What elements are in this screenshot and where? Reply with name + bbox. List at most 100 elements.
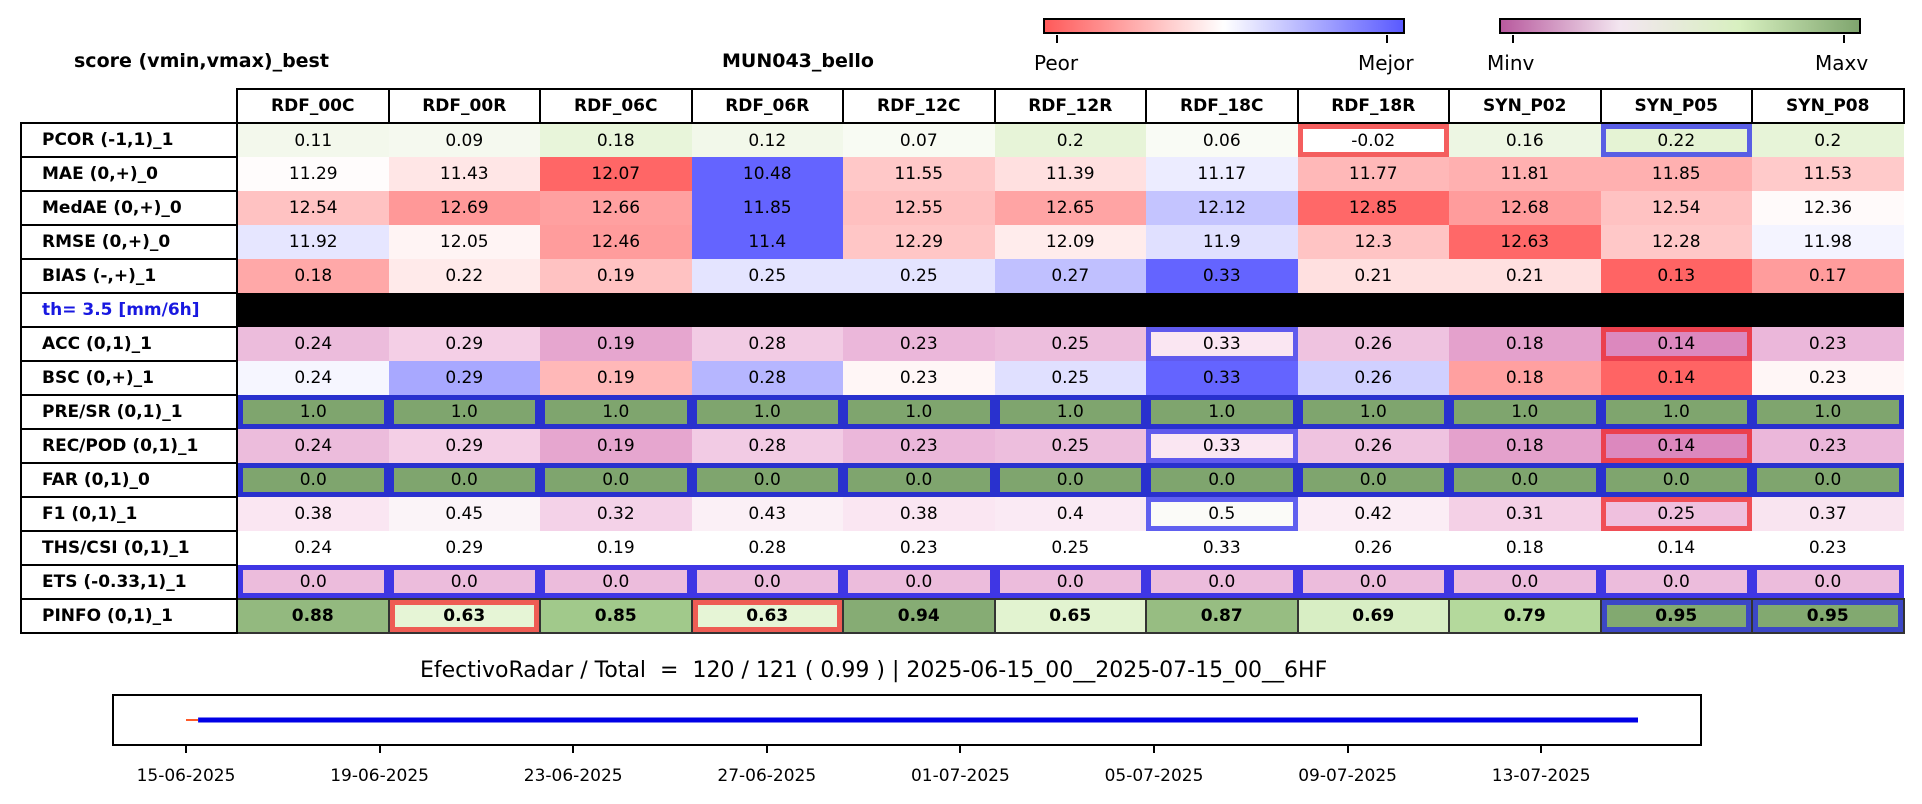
row-label: THS/CSI (0,1)_1: [20, 530, 238, 566]
separator-bar: [237, 293, 1904, 327]
cell-value: 0.2: [1056, 130, 1084, 151]
cell-value: 0.19: [596, 436, 635, 456]
heatmap-cell: 12.05: [388, 225, 540, 259]
metric-row: BIAS (-,+)_1 0.18 0.22 0.19 0.25 0.25 0.27 0.33…: [20, 258, 1904, 294]
cell-value: 0.25: [1051, 334, 1090, 354]
colorbar-tick: [1386, 35, 1388, 43]
corner-cell: [21, 89, 237, 123]
cell-value: 11.39: [1045, 164, 1095, 184]
cell-value: 0.5: [1208, 504, 1236, 524]
heatmap-cell: 0.87: [1145, 598, 1299, 634]
heatmap-cell: 0.0: [691, 565, 843, 599]
cell-value: 12.3: [1354, 232, 1393, 252]
cell-value: 0.0: [602, 470, 630, 490]
heatmap-cell: 0.4: [994, 497, 1146, 531]
heatmap-cell: 12.65: [994, 191, 1146, 225]
heatmap-cell: 0.5: [1146, 497, 1298, 531]
cell-value: 0.0: [602, 571, 630, 592]
heatmap-cell: 1.0: [540, 395, 692, 429]
column-header: SYN_P02: [1448, 88, 1602, 124]
heatmap-cell: 0.28: [691, 429, 843, 463]
heatmap-cell: 0.18: [1449, 429, 1601, 463]
cell-value: 11.17: [1197, 164, 1247, 184]
heatmap-cell: 0.0: [237, 463, 389, 497]
row-label: BIAS (-,+)_1: [20, 258, 238, 294]
cell-value: 0.0: [1208, 470, 1236, 490]
timeline-plot: [112, 694, 1702, 746]
cell-value: 0.0: [1662, 571, 1690, 592]
heatmap-cell: 12.54: [1600, 191, 1752, 225]
cell-value: 0.21: [1354, 266, 1393, 286]
cell-value: 0.25: [1051, 436, 1090, 456]
cell-value: 0.33: [1202, 266, 1241, 286]
cell-value: 12.29: [894, 232, 944, 252]
cell-value: 0.0: [1056, 470, 1084, 490]
heatmap-cell: 0.14: [1600, 327, 1752, 361]
cell-value: 0.22: [445, 266, 484, 286]
cell-value: 12.54: [288, 198, 338, 218]
cell-value: 0.0: [299, 571, 327, 592]
heatmap-cell: 12.36: [1752, 191, 1904, 225]
heatmap-cell: 0.43: [691, 497, 843, 531]
cell-value: 0.28: [748, 436, 787, 456]
cell-value: 11.81: [1500, 164, 1550, 184]
cell-value: 11.55: [894, 164, 944, 184]
cell-value: 0.13: [1657, 266, 1696, 286]
heatmap-cell: 0.0: [691, 463, 843, 497]
heatmap-cell: 1.0: [994, 395, 1146, 429]
heatmap-cell: 11.43: [388, 157, 540, 191]
heatmap-cell: 0.18: [1449, 531, 1601, 565]
heatmap-cell: 0.0: [1146, 565, 1298, 599]
heatmap-cell: 0.23: [843, 531, 995, 565]
cell-value: 12.36: [1803, 198, 1853, 218]
heatmap-cell: 11.9: [1146, 225, 1298, 259]
cell-value: 0.23: [1808, 436, 1847, 456]
heatmap-cell: 0.27: [994, 259, 1146, 293]
column-header: RDF_06R: [690, 88, 844, 124]
heatmap-cell: 0.25: [1600, 497, 1752, 531]
heatmap-cell: 0.24: [237, 531, 389, 565]
heatmap-cell: 0.95: [1751, 598, 1905, 634]
cell-value: 12.63: [1500, 232, 1550, 252]
cell-value: 0.19: [596, 368, 635, 388]
cell-value: 0.87: [1200, 606, 1243, 626]
cell-value: 1.0: [1511, 402, 1539, 422]
cell-value: 0.0: [450, 571, 478, 592]
heatmap-cell: 0.09: [388, 123, 540, 157]
cell-value: 0.38: [899, 504, 938, 524]
heatmap-cell: 0.0: [1146, 463, 1298, 497]
heatmap-cell: 0.29: [388, 429, 540, 463]
cell-value: 0.19: [596, 334, 635, 354]
metric-row: PRE/SR (0,1)_1 1.0 1.0 1.0 1.0 1.0 1.0 1.0 1.0 1.…: [20, 394, 1904, 430]
colorbar-max-label: Maxv: [1815, 51, 1869, 75]
heatmap-cell: 12.28: [1600, 225, 1752, 259]
cell-value: 0.23: [1808, 368, 1847, 388]
cell-value: 11.98: [1803, 232, 1853, 252]
heatmap-cell: 0.19: [540, 429, 692, 463]
column-header-row: RDF_00C RDF_00R RDF_06C RDF_06R RDF_12C RDF_1…: [21, 88, 1905, 124]
column-header: RDF_00R: [387, 88, 541, 124]
cell-value: 0.32: [596, 504, 635, 524]
cell-value: 0.27: [1051, 266, 1090, 286]
heatmap-cell: 11.85: [691, 191, 843, 225]
heatmap-cell: 0.0: [237, 565, 389, 599]
cell-value: 0.09: [445, 130, 484, 151]
metric-row: ETS (-0.33,1)_1 0.0 0.0 0.0 0.0 0.0 0.0 0.0 0.0 0…: [20, 564, 1904, 600]
heatmap-cell: 0.33: [1146, 259, 1298, 293]
cell-value: 0.23: [899, 436, 938, 456]
cell-value: 0.33: [1202, 334, 1241, 354]
heatmap-cell: 0.88: [236, 598, 390, 634]
cell-value: 0.0: [1511, 571, 1539, 592]
heatmap-cell: 0.24: [237, 327, 389, 361]
cell-value: -0.02: [1351, 130, 1396, 151]
row-label: FAR (0,1)_0: [20, 462, 238, 498]
summary-text: EfectivoRadar / Total = 120 / 121 ( 0.99…: [420, 658, 1328, 683]
heatmap-cell: 0.29: [388, 361, 540, 395]
cell-value: 1.0: [753, 402, 781, 422]
heatmap-cell: 0.94: [842, 598, 996, 634]
heatmap-cell: 0.17: [1752, 259, 1904, 293]
colorbar-min-label: Peor: [1034, 51, 1079, 75]
cell-value: 0.25: [1051, 538, 1090, 558]
cell-value: 11.77: [1348, 164, 1398, 184]
cell-value: 0.0: [753, 470, 781, 490]
